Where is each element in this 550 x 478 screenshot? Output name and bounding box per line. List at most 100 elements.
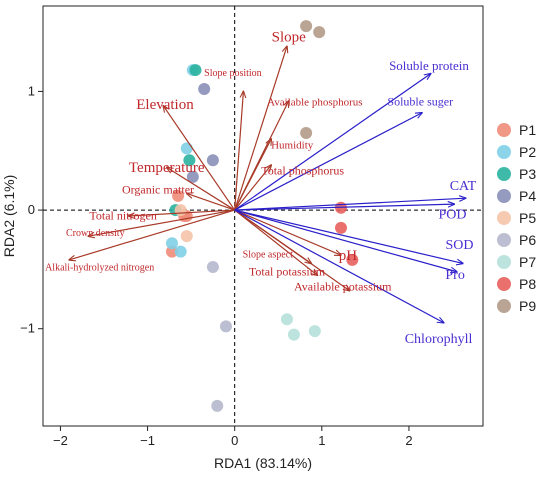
env-arrow-label: Total phosphorus (261, 163, 344, 177)
env-arrow-label: Total potassium (249, 264, 326, 278)
x-tick-label: −1 (140, 433, 155, 448)
point-p4 (198, 83, 211, 96)
point-p5 (174, 204, 187, 217)
point-p6 (206, 261, 219, 274)
env-arrow (167, 167, 236, 211)
point-p8 (334, 221, 347, 234)
env-arrow-label: Available potassium (294, 280, 392, 294)
legend-marker-p7 (497, 255, 511, 269)
legend-marker-p6 (497, 233, 511, 247)
point-p8 (346, 253, 359, 266)
x-tick-label: 0 (231, 433, 238, 448)
y-axis-label: RDA2 (6.1%) (1, 175, 17, 257)
env-arrow-label: Available phosphorus (267, 97, 362, 109)
point-p7 (287, 328, 300, 341)
x-tick-label: 2 (405, 433, 412, 448)
response-arrow (234, 198, 466, 211)
legend-label: P6 (519, 232, 536, 248)
legend-marker-p8 (497, 277, 511, 291)
point-p4 (206, 154, 219, 167)
y-tick-label: 1 (28, 83, 35, 98)
env-arrow (187, 193, 235, 211)
point-p6 (211, 399, 224, 412)
legend-marker-p5 (497, 211, 511, 225)
point-p9 (300, 20, 313, 33)
legend-label: P5 (519, 210, 536, 226)
point-p4 (186, 170, 199, 183)
point-p9 (300, 126, 313, 139)
legend-label: P4 (519, 188, 536, 204)
point-p7 (280, 313, 293, 326)
legend: P1 P2 P3 P4 P5 P6 P7 P8 P9 (497, 122, 536, 314)
response-arrow (234, 209, 457, 272)
point-p5 (180, 230, 193, 243)
response-arrow-label: Chlorophyll (405, 332, 473, 347)
point-p3 (189, 64, 202, 77)
x-tick-label: −2 (53, 433, 68, 448)
env-arrow-label: Slope aspect (243, 250, 293, 261)
env-arrow (234, 139, 272, 211)
env-arrow-label: Slope (272, 30, 307, 46)
response-labels: Soluble protein Soluble suger CAT POD SOD Pro… (387, 58, 476, 347)
legend-marker-p3 (497, 167, 511, 181)
point-p1 (172, 189, 185, 202)
response-arrow (234, 113, 422, 211)
env-arrow (234, 209, 350, 291)
environmental-arrows (69, 46, 350, 290)
legend-label: P3 (519, 166, 536, 182)
env-arrow (234, 209, 341, 255)
legend-marker-p1 (497, 123, 511, 137)
env-arrow-label: Slope position (204, 68, 262, 79)
point-p2 (180, 142, 193, 155)
env-arrow (163, 106, 236, 211)
point-p2 (174, 245, 187, 258)
x-tick-label: 1 (318, 433, 325, 448)
env-arrow (234, 209, 318, 275)
env-arrow (128, 209, 235, 216)
y-tick-label: −1 (20, 321, 35, 336)
env-arrow-label: Elevation (136, 97, 194, 113)
point-p9 (313, 26, 326, 39)
point-p6 (219, 320, 232, 333)
legend-label: P7 (519, 254, 536, 270)
response-arrow-label: CAT (450, 179, 477, 194)
point-p2 (165, 237, 178, 250)
legend-marker-p2 (497, 145, 511, 159)
legend-label: P8 (519, 276, 536, 292)
environmental-labels: Slope Slope position Available phosphorus E… (45, 30, 392, 294)
point-p3 (183, 154, 196, 167)
legend-label: P9 (519, 298, 536, 314)
legend-marker-p4 (497, 189, 511, 203)
env-arrow-label: Crown density (66, 228, 125, 239)
response-arrow-label: Soluble suger (387, 95, 453, 109)
env-arrow-label: pH (339, 248, 358, 264)
response-arrow (234, 209, 444, 323)
env-arrow (234, 165, 272, 211)
response-arrow (234, 204, 455, 211)
env-arrow-label: Organic matter (122, 182, 194, 196)
point-p1 (165, 245, 178, 258)
response-arrow-label: POD (438, 207, 466, 222)
point-p7 (308, 325, 321, 338)
response-arrow-label: Pro (445, 268, 464, 283)
env-arrow (234, 46, 287, 211)
axis-ticks: −2 −1 0 1 2 −1 0 1 (20, 83, 412, 448)
legend-label: P1 (519, 122, 536, 138)
legend-marker-p9 (497, 299, 511, 313)
env-arrow-label: Total nitrogen (89, 209, 156, 223)
env-arrow (234, 91, 244, 211)
response-arrow-label: Soluble protein (389, 58, 469, 73)
response-arrow (234, 74, 431, 211)
env-arrow-label: Temperature (129, 160, 205, 176)
env-arrow (88, 209, 235, 236)
sample-points (165, 20, 359, 412)
env-arrow-label: Humidity (271, 139, 314, 151)
reference-lines (43, 6, 483, 426)
response-arrows (234, 74, 466, 323)
env-arrow (69, 209, 235, 260)
env-arrow-label: Alkali-hydrolyzed nitrogen (45, 263, 154, 274)
y-tick-label: 0 (28, 202, 35, 217)
x-axis-label: RDA1 (83.14%) (214, 455, 312, 471)
response-arrow (234, 209, 463, 263)
